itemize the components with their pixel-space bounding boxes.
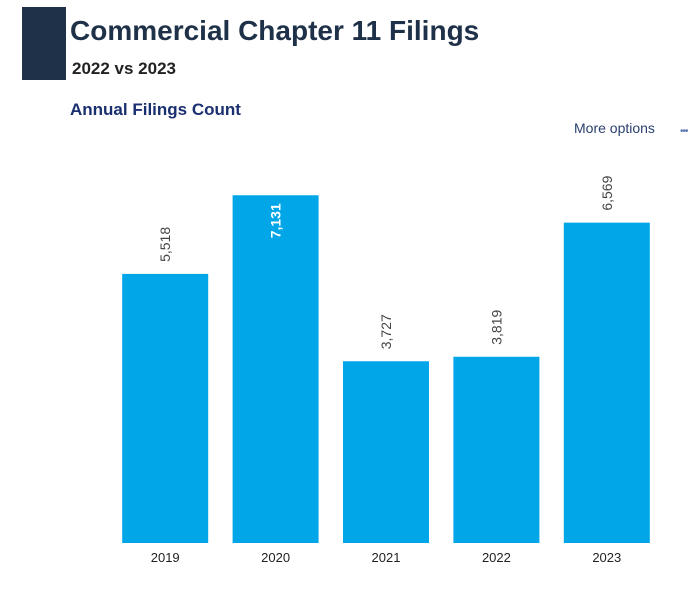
x-tick-label-2019: 2019 — [151, 550, 180, 565]
x-tick-label-2022: 2022 — [482, 550, 511, 565]
header-accent-block — [22, 7, 66, 80]
x-tick-label-2021: 2021 — [372, 550, 401, 565]
data-label-2020: 7,131 — [268, 203, 284, 238]
data-label-2019: 5,518 — [157, 227, 173, 262]
more-options-label[interactable]: More options — [574, 120, 655, 136]
data-label-2023: 6,569 — [599, 175, 615, 210]
chart-title: Annual Filings Count — [70, 100, 241, 119]
x-tick-label-2020: 2020 — [261, 550, 290, 565]
page-subtitle: 2022 vs 2023 — [72, 59, 176, 78]
data-label-2021: 3,727 — [378, 314, 394, 349]
bar-2022[interactable] — [453, 356, 540, 543]
page-title: Commercial Chapter 11 Filings — [70, 15, 480, 46]
bar-2021[interactable] — [343, 361, 429, 543]
x-tick-label-2023: 2023 — [592, 550, 621, 565]
bar-2019[interactable] — [122, 273, 209, 543]
bar-2023[interactable] — [563, 222, 650, 543]
data-label-2022: 3,819 — [488, 310, 504, 345]
bar-2020[interactable] — [232, 195, 319, 543]
more-options-icon[interactable]: ••• — [680, 126, 688, 137]
